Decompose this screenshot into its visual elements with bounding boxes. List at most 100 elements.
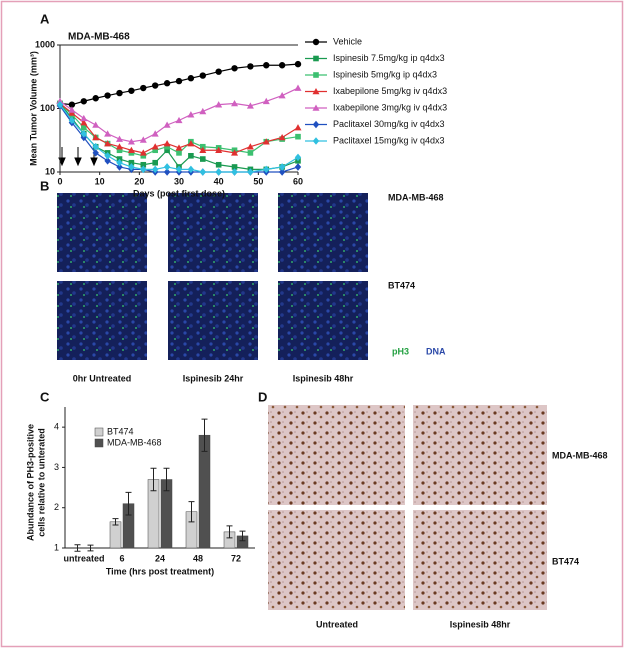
marker [246, 143, 254, 150]
legend-label: BT474 [107, 426, 134, 436]
marker [278, 168, 286, 176]
y-tick-label: 2 [54, 502, 59, 512]
legend-swatch [94, 427, 104, 437]
x-tick-label: 60 [293, 176, 303, 186]
legend-marker [312, 137, 320, 145]
micrographs-b [57, 193, 368, 360]
marker [151, 143, 159, 150]
micrograph [413, 405, 547, 505]
marker [246, 102, 254, 109]
stain-label: pH3 [392, 346, 409, 356]
marker [92, 133, 100, 141]
x-tick-label: 6 [119, 553, 124, 563]
column-label: 0hr Untreated [73, 373, 132, 383]
marker [263, 62, 270, 69]
error-bar [163, 467, 170, 492]
column-label: Ispinesib 48hr [450, 619, 511, 629]
marker [247, 150, 254, 156]
marker [163, 121, 171, 128]
x-tick-label: 0 [57, 176, 62, 186]
column-label: Ispinesib 24hr [183, 373, 244, 383]
y-axis-label: Mean Tumor Volume (mm³) [28, 51, 38, 166]
marker [215, 168, 222, 176]
marker [116, 143, 123, 150]
marker [116, 147, 123, 154]
marker [200, 156, 206, 162]
legend-label: Paclitaxel 15mg/kg iv q4dx3 [333, 135, 445, 145]
legend-label: Ixabepilone 3mg/kg iv q4dx3 [333, 102, 447, 112]
marker [116, 135, 123, 142]
marker [294, 84, 302, 91]
marker [278, 92, 286, 99]
error-bar [112, 518, 119, 526]
marker [140, 165, 147, 174]
marker [295, 133, 301, 140]
marker [128, 87, 135, 94]
marker [80, 98, 88, 105]
marker [278, 163, 286, 171]
marker [128, 159, 135, 166]
x-tick-label: 40 [214, 176, 224, 186]
x-tick-label: 50 [253, 176, 263, 186]
marker [92, 95, 99, 102]
marker [152, 159, 158, 166]
marker [104, 157, 111, 165]
marker [231, 65, 238, 72]
marker [152, 147, 158, 154]
error-bar [150, 467, 157, 492]
marker [163, 163, 171, 171]
y-tick-label: 4 [54, 422, 59, 432]
marker [116, 89, 123, 97]
legend-label: Vehicle [333, 36, 362, 46]
marker [247, 168, 254, 176]
marker [262, 138, 270, 145]
marker [140, 152, 147, 159]
marker [231, 164, 238, 170]
x-tick-label: 20 [134, 176, 144, 186]
error-bar [87, 544, 94, 552]
marker [200, 143, 206, 150]
micrograph [413, 510, 547, 610]
x-axis-label: Days (post first dose) [133, 188, 225, 198]
legend-label: Ispinesib 7.5mg/kg ip q4dx3 [333, 53, 445, 63]
row-label: BT474 [552, 556, 579, 566]
marker [199, 107, 207, 115]
marker [139, 136, 147, 143]
y-axis-label: cells relative to unterated [36, 428, 46, 537]
marker [104, 140, 112, 147]
marker [187, 140, 195, 147]
marker [104, 92, 111, 99]
legend-marker [312, 88, 320, 95]
x-tick-label: 72 [231, 553, 241, 563]
legend-marker [313, 55, 319, 62]
marker [152, 165, 159, 174]
marker [278, 133, 286, 141]
y-tick-label: 1000 [35, 39, 55, 49]
marker [92, 121, 100, 128]
legend-marker [312, 120, 320, 129]
marker [56, 100, 64, 109]
marker [140, 84, 147, 92]
row-label: BT474 [388, 280, 415, 290]
marker [68, 106, 76, 113]
x-tick-label: 10 [95, 176, 105, 186]
marker [294, 163, 302, 171]
marker [139, 149, 147, 156]
micrograph [168, 193, 258, 272]
legend-label: Paclitaxel 30mg/kg iv q4dx3 [333, 119, 445, 129]
marker [215, 68, 222, 75]
micrographs-d [268, 405, 547, 610]
legend-label: Ixabepilone 5mg/kg iv q4dx3 [333, 86, 447, 96]
bar [198, 434, 211, 549]
micrograph [57, 193, 147, 272]
micrograph [278, 193, 368, 272]
column-label: Ispinesib 48hr [293, 373, 354, 383]
micrograph [57, 281, 147, 360]
marker [68, 101, 76, 108]
marker [294, 153, 302, 162]
panel-letter: B [40, 178, 49, 193]
marker [175, 144, 183, 151]
micrograph [268, 405, 405, 505]
x-tick-label: 30 [174, 176, 184, 186]
marker [247, 63, 254, 70]
